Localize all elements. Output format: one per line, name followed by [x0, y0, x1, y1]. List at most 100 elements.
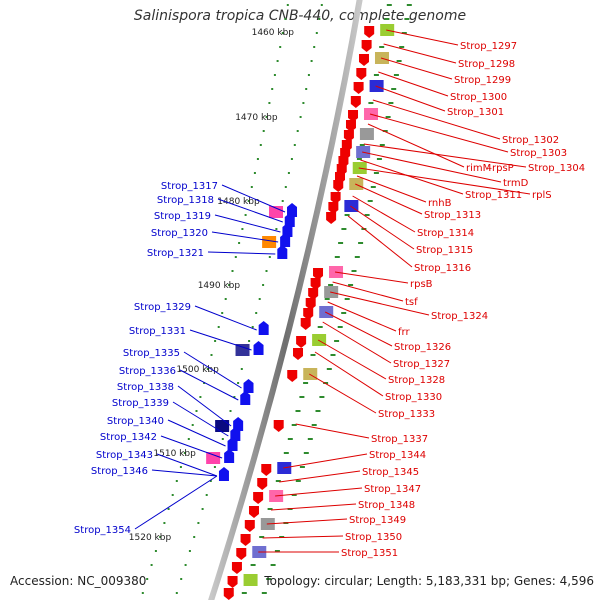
gene-label-Strop_1343: Strop_1343 — [96, 450, 153, 461]
forward-gene-arrow — [313, 268, 324, 280]
forward-gene-arrow — [293, 348, 304, 360]
tick-mark — [154, 550, 157, 552]
gene-label-Strop_1336: Strop_1336 — [119, 366, 176, 377]
tick-mark — [159, 536, 162, 538]
tick-mark — [299, 396, 305, 398]
tick-mark — [307, 74, 310, 76]
tick-mark — [344, 298, 350, 300]
gene-label-Strop_1320: Strop_1320 — [151, 228, 208, 239]
leader-line — [151, 469, 218, 477]
tick-mark — [262, 284, 265, 286]
tick-mark — [338, 242, 344, 244]
gene-label-Strop_1354: Strop_1354 — [74, 525, 131, 536]
kbp-label: 1490 kbp — [198, 281, 241, 291]
tick-mark — [184, 564, 187, 566]
gene-label-Strop_1335: Strop_1335 — [123, 348, 180, 359]
tick-mark — [379, 144, 385, 146]
gene-label-Strop_1300: Strop_1300 — [450, 92, 507, 103]
tick-mark — [310, 60, 313, 62]
leader-line — [350, 205, 415, 250]
tick-mark — [238, 242, 241, 244]
tick-mark — [209, 480, 212, 482]
tick-mark — [320, 4, 323, 6]
forward-gene-arrow — [273, 420, 284, 432]
kbp-label: 1510 kbp — [153, 449, 196, 459]
tick-mark — [386, 4, 392, 6]
forward-gene-arrow — [345, 120, 356, 132]
tick-mark — [206, 368, 209, 370]
gene-label-trmD: trmD — [503, 178, 529, 189]
leader-line — [283, 453, 368, 469]
tick-mark — [256, 158, 259, 160]
tick-mark — [247, 200, 250, 202]
kbp-label: 1470 kbp — [235, 113, 278, 123]
tick-mark — [283, 452, 289, 454]
tick-mark — [299, 116, 302, 118]
tick-mark — [373, 74, 379, 76]
forward-gene-arrow — [296, 336, 307, 348]
gene-label-Strop_1328: Strop_1328 — [388, 375, 445, 386]
kbp-label: 1500 kbp — [176, 365, 219, 375]
gene-label-Strop_1304: Strop_1304 — [528, 163, 585, 174]
gene-label-rimM-rpsP: rimM — [466, 163, 491, 174]
reverse-gene-arrow — [280, 233, 291, 247]
tick-mark — [197, 522, 200, 524]
gene-label-Strop_1327: Strop_1327 — [393, 359, 450, 370]
tick-mark — [334, 256, 340, 258]
gene-block — [215, 420, 230, 432]
tick-mark — [183, 452, 186, 454]
leader-line — [270, 503, 357, 511]
tick-mark — [274, 550, 280, 552]
reverse-gene-arrow — [224, 449, 235, 463]
gene-label-Strop_1298: Strop_1298 — [458, 59, 515, 70]
tick-mark — [348, 284, 354, 286]
tick-mark — [221, 312, 224, 314]
gene-label-rnhB: rnhB — [428, 198, 452, 209]
tick-mark — [175, 592, 178, 594]
tick-mark — [255, 312, 258, 314]
forward-gene-arrow — [305, 298, 316, 310]
tick-mark — [284, 18, 287, 20]
tick-mark — [315, 410, 321, 412]
reverse-gene-arrow — [227, 437, 238, 451]
gene-label-rpsP: –rpsP — [487, 163, 514, 174]
gene-label-Strop_1326: Strop_1326 — [394, 342, 451, 353]
tick-mark — [295, 410, 301, 412]
tick-mark — [141, 592, 144, 594]
leader-line — [356, 175, 427, 203]
forward-gene-arrow — [227, 576, 238, 588]
tick-mark — [385, 116, 391, 118]
tick-mark — [326, 368, 332, 370]
tick-mark — [307, 438, 313, 440]
tick-mark — [210, 354, 213, 356]
tick-mark — [237, 382, 240, 384]
tick-mark — [351, 270, 357, 272]
gene-label-Strop_1330: Strop_1330 — [385, 392, 442, 403]
gene-label-rpsB: rpsB — [410, 279, 433, 290]
forward-gene-arrow — [253, 492, 264, 504]
tick-mark — [295, 480, 301, 482]
tick-mark — [275, 228, 278, 230]
leader-line — [134, 475, 218, 530]
tick-mark — [234, 256, 237, 258]
tick-mark — [396, 60, 402, 62]
reverse-gene-arrow — [277, 245, 288, 259]
kbp-label: 1480 kbp — [217, 197, 260, 207]
gene-label-Strop_1348: Strop_1348 — [358, 500, 415, 511]
tick-mark — [231, 270, 234, 272]
leader-line — [317, 339, 387, 380]
leader-line — [383, 43, 457, 64]
reverse-gene-arrow — [240, 391, 251, 405]
leader-line — [334, 271, 409, 284]
tick-mark — [334, 340, 340, 342]
tick-mark — [303, 452, 309, 454]
tick-mark — [213, 466, 216, 468]
gene-label-Strop_1329: Strop_1329 — [134, 302, 191, 313]
forward-gene-arrow — [310, 278, 321, 290]
gene-label-frr: frr — [398, 327, 410, 338]
forward-gene-arrow — [328, 202, 339, 214]
tick-mark — [359, 144, 365, 146]
tick-mark — [279, 46, 282, 48]
gene-block — [303, 368, 318, 380]
